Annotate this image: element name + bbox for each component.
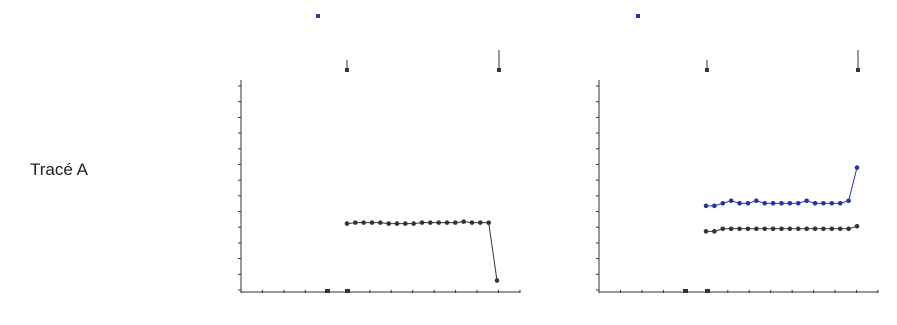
data-point-1-3	[728, 226, 734, 232]
data-point-0-11	[795, 201, 801, 206]
data-point-0-9	[779, 201, 784, 206]
data-point-0-13	[812, 201, 818, 206]
data-point-0-13	[453, 220, 458, 225]
data-point-1-17	[846, 226, 851, 232]
data-point-1-10	[787, 226, 793, 232]
data-point-0-17	[486, 220, 491, 225]
data-point-0-5	[745, 201, 751, 206]
data-point-1-14	[821, 226, 826, 232]
data-point-0-14	[821, 201, 826, 206]
series-group-left	[344, 219, 500, 283]
data-point-0-5	[386, 221, 391, 226]
event-marker-start-dot-right	[705, 68, 709, 72]
legend-left	[316, 14, 320, 18]
row-label: Tracé A	[30, 160, 88, 179]
data-point-0-7	[762, 201, 768, 206]
data-point-0-15	[829, 201, 835, 206]
series-group-right	[703, 165, 860, 234]
event-marker-end-dot-left	[497, 68, 501, 72]
data-point-1-0	[703, 229, 709, 234]
data-point-0-2	[361, 220, 366, 225]
data-point-0-0	[703, 203, 709, 209]
data-point-0-9	[419, 220, 425, 225]
event-marker-start-dot-left	[345, 68, 349, 72]
data-point-1-4	[737, 226, 742, 232]
series-line-0	[706, 167, 858, 207]
data-point-0-11	[436, 220, 441, 225]
y-ticks-left	[238, 85, 241, 291]
data-point-0-1	[712, 203, 717, 209]
data-point-0-18	[854, 165, 860, 170]
data-point-0-7	[403, 221, 408, 226]
legend-marker-left	[316, 14, 320, 18]
event-markers-left	[345, 50, 501, 72]
y-ticks-right	[596, 85, 599, 291]
data-point-0-18	[494, 278, 500, 283]
data-point-1-1	[712, 229, 717, 234]
baseline-markers-left	[325, 289, 350, 293]
data-point-1-11	[795, 226, 801, 232]
data-point-1-12	[804, 226, 809, 232]
baseline-marker-1-right	[683, 289, 688, 293]
data-point-0-16	[478, 220, 483, 225]
data-point-0-6	[754, 198, 759, 204]
baseline-marker-2-right	[705, 289, 710, 293]
data-point-0-4	[378, 220, 383, 225]
data-point-0-16	[837, 201, 843, 206]
data-point-1-16	[837, 226, 843, 232]
data-point-1-2	[720, 226, 726, 232]
data-point-0-10	[787, 201, 793, 206]
baseline-marker-1-left	[325, 289, 330, 293]
data-point-1-8	[770, 226, 776, 232]
data-point-0-15	[469, 220, 475, 225]
data-point-0-0	[344, 221, 350, 226]
data-point-0-4	[737, 201, 742, 206]
data-point-0-8	[770, 201, 776, 206]
event-marker-end-dot-right	[856, 68, 860, 72]
data-point-0-17	[846, 198, 851, 204]
baseline-markers-right	[683, 289, 710, 293]
data-point-0-12	[804, 198, 809, 204]
data-point-1-6	[754, 226, 759, 232]
data-point-0-3	[728, 198, 734, 204]
data-point-0-6	[394, 221, 400, 226]
data-point-0-10	[428, 220, 433, 225]
data-point-1-15	[829, 226, 835, 232]
event-markers-right	[705, 50, 860, 72]
data-point-0-14	[461, 219, 466, 224]
data-point-1-13	[812, 226, 818, 232]
data-point-0-1	[353, 220, 358, 225]
legend-right	[636, 14, 640, 18]
data-point-0-3	[369, 220, 375, 225]
data-point-1-5	[745, 226, 751, 232]
legend-marker-right	[636, 14, 640, 18]
data-point-0-2	[720, 201, 726, 206]
data-point-0-12	[444, 220, 450, 225]
baseline-marker-2-left	[345, 289, 350, 293]
data-point-1-18	[854, 223, 860, 229]
data-point-1-9	[779, 226, 784, 232]
data-point-0-8	[411, 221, 416, 226]
data-point-1-7	[762, 226, 768, 232]
